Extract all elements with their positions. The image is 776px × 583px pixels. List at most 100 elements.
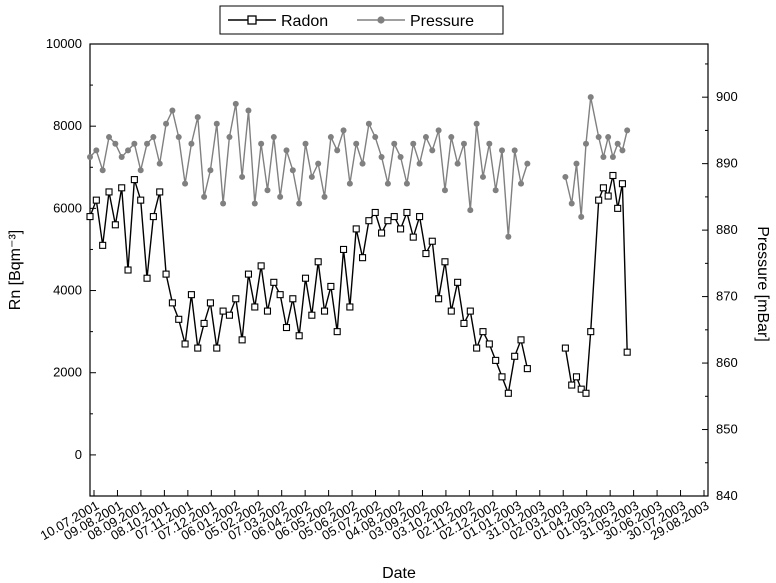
pressure-data-point xyxy=(587,94,594,101)
radon-data-point xyxy=(232,295,240,303)
legend-pressure-label: Pressure xyxy=(410,13,474,30)
pressure-data-point xyxy=(232,100,239,107)
radon-data-point xyxy=(352,225,360,233)
pressure-data-point xyxy=(144,140,151,147)
right-tick-label: 850 xyxy=(716,422,738,437)
radon-data-point xyxy=(460,319,468,327)
radon-data-point xyxy=(99,241,107,249)
radon-data-point xyxy=(181,340,189,348)
radon-data-point xyxy=(561,344,569,352)
right-tick-label: 860 xyxy=(716,355,738,370)
radon-data-point xyxy=(295,332,303,340)
pressure-data-point xyxy=(486,140,493,147)
radon-data-point xyxy=(346,303,354,311)
pressure-data-point xyxy=(448,134,455,141)
radon-data-point xyxy=(479,328,487,336)
radon-data-point xyxy=(485,340,493,348)
pressure-data-point xyxy=(378,154,385,160)
radon-data-point xyxy=(365,217,373,225)
radon-data-point xyxy=(301,274,310,282)
radon-data-point xyxy=(162,270,170,278)
pressure-data-point xyxy=(226,134,233,141)
radon-data-point xyxy=(333,328,341,336)
radon-data-point xyxy=(492,356,500,364)
pressure-data-point xyxy=(321,193,328,200)
radon-data-point xyxy=(276,291,284,299)
radon-data-point xyxy=(609,171,617,180)
pressure-data-point xyxy=(270,134,277,141)
radon-data-point xyxy=(263,307,272,315)
pressure-data-point xyxy=(213,120,220,127)
pressure-data-point xyxy=(511,147,518,154)
pressure-data-point xyxy=(441,187,448,194)
pressure-data-point xyxy=(479,173,486,180)
pressure-data-point xyxy=(118,154,125,160)
pressure-data-point xyxy=(619,147,626,154)
radon-data-point xyxy=(289,295,297,303)
pressure-data-point xyxy=(327,134,334,141)
pressure-data-point xyxy=(614,140,621,147)
right-tick-label: 870 xyxy=(716,289,738,304)
left-tick-label: 10000 xyxy=(46,36,82,51)
pressure-data-point xyxy=(264,187,271,194)
radon-data-point xyxy=(270,278,278,286)
legend-radon-label: Radon xyxy=(281,13,328,30)
pressure-data-point xyxy=(220,200,227,207)
pressure-data-point xyxy=(188,140,195,147)
radon-data-point xyxy=(577,385,585,393)
radon-data-point xyxy=(428,237,436,245)
radon-data-point xyxy=(194,344,202,352)
left-tick-label: 2000 xyxy=(53,365,82,380)
pressure-data-point xyxy=(340,127,347,134)
pressure-data-point xyxy=(87,154,93,160)
pressure-data-point xyxy=(137,167,144,174)
series-layer xyxy=(86,94,631,397)
pressure-data-point xyxy=(372,134,379,141)
radon-data-point xyxy=(219,307,227,315)
radon-data-point xyxy=(572,373,581,381)
right-tick-label: 890 xyxy=(716,156,738,171)
pressure-data-point xyxy=(359,160,366,167)
radon-data-point xyxy=(595,196,603,204)
radon-data-point xyxy=(390,213,398,221)
radon-data-point xyxy=(441,258,449,266)
radon-data-point xyxy=(384,217,392,225)
pressure-data-point xyxy=(391,140,398,147)
radon-data-point xyxy=(86,213,94,221)
pressure-data-point xyxy=(524,160,531,167)
right-tick-label: 840 xyxy=(716,488,738,503)
pressure-data-point xyxy=(429,147,436,154)
radon-data-point xyxy=(447,307,455,315)
radon-data-point xyxy=(111,221,119,229)
radon-data-point xyxy=(327,282,335,290)
pressure-data-point xyxy=(150,134,157,141)
pressure-data-point xyxy=(201,193,208,200)
pressure-data-point xyxy=(99,167,106,174)
radon-data-point xyxy=(200,319,208,327)
pressure-data-point xyxy=(239,173,246,180)
radon-data-point xyxy=(371,208,379,217)
radon-data-point xyxy=(92,196,100,204)
left-tick-label: 0 xyxy=(75,447,82,462)
pressure-data-point xyxy=(416,160,423,167)
x-axis: 10.07.200109.08.200108.09.200108.10.2001… xyxy=(38,490,712,543)
radon-data-point xyxy=(137,196,145,204)
pressure-data-point xyxy=(125,147,132,154)
x-axis-title: Date xyxy=(382,565,416,582)
radon-data-point xyxy=(498,373,506,381)
radon-data-point xyxy=(618,180,626,188)
pressure-data-point xyxy=(156,160,163,167)
pressure-data-point xyxy=(131,140,138,147)
left-y-axis-title: Rn [Bqm⁻³] xyxy=(7,230,24,310)
pressure-data-point xyxy=(624,127,631,134)
radon-data-point xyxy=(251,303,259,311)
right-tick-label: 900 xyxy=(716,89,738,104)
pressure-data-point xyxy=(454,160,461,167)
radon-data-point xyxy=(156,188,164,196)
radon-data-point xyxy=(238,336,246,344)
pressure-data-point xyxy=(467,207,474,214)
pressure-data-point xyxy=(106,134,113,141)
radon-data-point xyxy=(320,307,329,315)
pressure-data-point xyxy=(403,180,410,187)
